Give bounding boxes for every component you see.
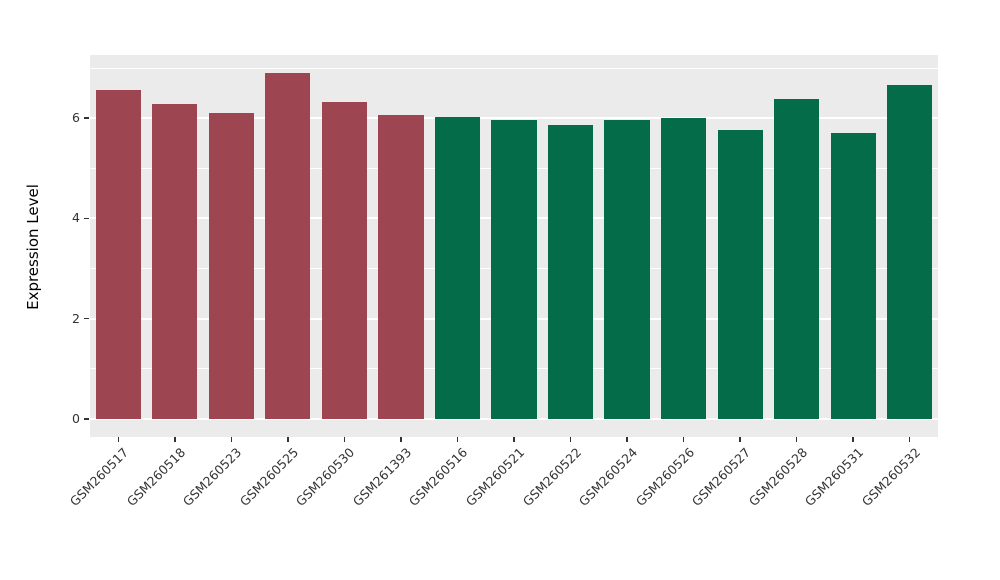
bar (830, 133, 876, 419)
x-tick-label: GSM260516 (406, 444, 471, 510)
x-tick-label: GSM260521 (462, 444, 528, 510)
x-tick-label: GSM260524 (575, 444, 641, 510)
x-tick-mark (626, 437, 628, 442)
x-tick-mark (739, 437, 741, 442)
x-tick-mark (795, 437, 798, 442)
x-tick-label: GSM260532 (858, 444, 923, 510)
y-tick-label: 0 (72, 410, 80, 426)
bar (434, 116, 481, 419)
x-tick-label: GSM260528 (745, 444, 810, 510)
bar (717, 130, 763, 419)
bar (491, 119, 537, 419)
y-tick-label: 6 (72, 110, 80, 126)
x-tick-mark (230, 437, 233, 442)
bar (604, 119, 650, 419)
x-tick-mark (908, 437, 911, 442)
x-tick-mark (456, 437, 459, 442)
x-tick-label: GSM260526 (632, 444, 697, 510)
minor-gridline (90, 67, 938, 69)
y-tick-mark (84, 317, 89, 320)
bar (95, 89, 141, 419)
major-gridline (90, 117, 938, 120)
x-tick-label: GSM260531 (801, 444, 867, 510)
x-tick-mark (343, 437, 346, 442)
x-tick-label: GSM260525 (236, 444, 302, 510)
bar (774, 99, 820, 419)
x-tick-label: GSM260527 (688, 444, 754, 510)
x-tick-mark (174, 437, 176, 442)
x-tick-label: GSM260522 (519, 444, 584, 510)
bar (208, 113, 254, 419)
bar (547, 125, 594, 419)
x-tick-mark (513, 437, 515, 442)
x-tick-label: GSM260517 (67, 444, 132, 510)
bar (265, 73, 311, 419)
x-tick-mark (287, 437, 289, 442)
bar (887, 84, 933, 419)
bar (378, 114, 424, 419)
y-tick-label: 4 (72, 210, 80, 226)
plot-panel (90, 55, 938, 437)
x-tick-mark (117, 437, 120, 442)
y-tick-label: 2 (72, 310, 80, 326)
bar (152, 104, 198, 419)
bar (321, 102, 367, 419)
y-axis-title: Expression Level (24, 184, 42, 310)
x-tick-label: GSM260518 (123, 444, 188, 510)
x-tick-mark (569, 437, 572, 442)
y-tick-mark (84, 117, 89, 119)
x-tick-mark (682, 437, 685, 442)
x-tick-mark (852, 437, 854, 442)
y-tick-mark (84, 418, 89, 420)
x-tick-label: GSM260523 (180, 444, 245, 510)
x-tick-mark (400, 437, 402, 442)
x-tick-label: GSM260530 (293, 444, 358, 510)
x-tick-label: GSM261393 (349, 444, 415, 510)
bar (660, 117, 707, 419)
y-tick-mark (84, 217, 89, 220)
major-gridline (90, 417, 938, 420)
